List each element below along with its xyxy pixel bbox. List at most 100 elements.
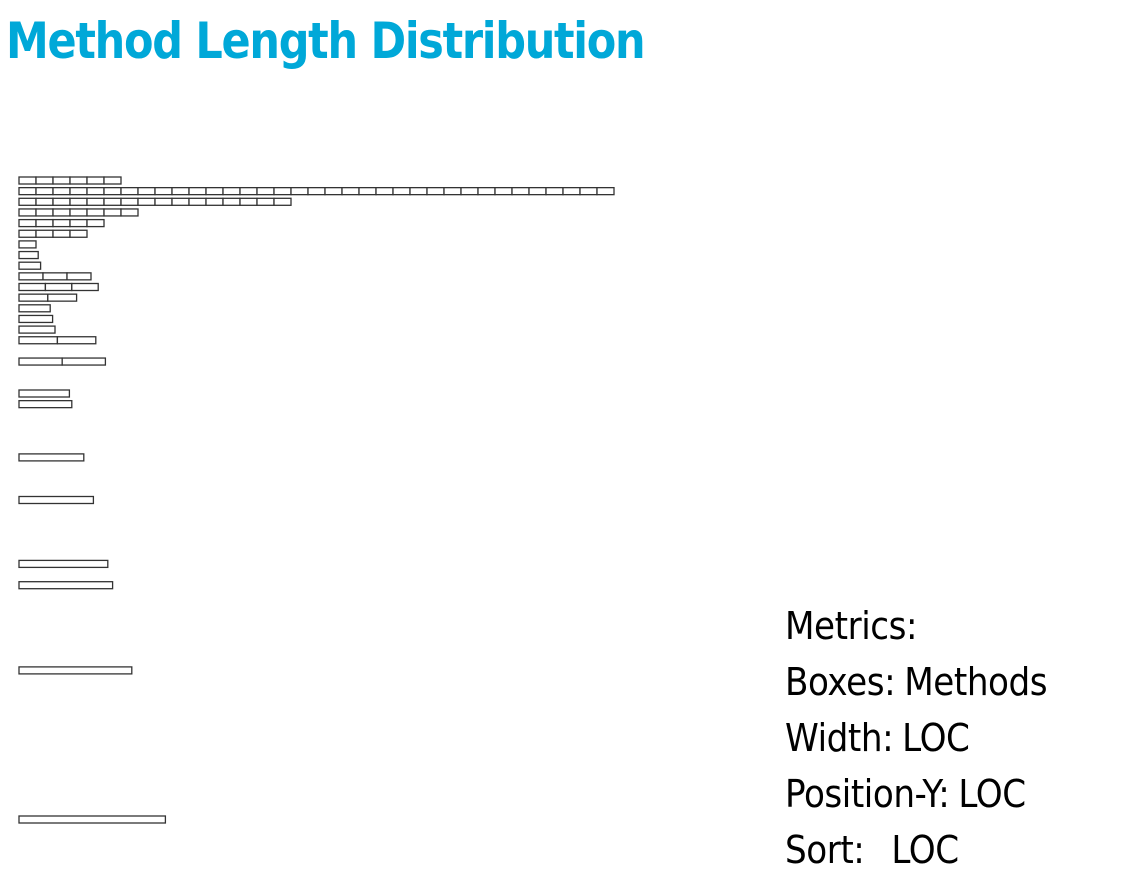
method-box xyxy=(18,453,85,462)
legend-value: LOC xyxy=(902,716,970,760)
method-box xyxy=(18,325,56,334)
method-box xyxy=(18,218,37,228)
method-box xyxy=(18,186,37,196)
method-box xyxy=(154,186,173,196)
method-box xyxy=(392,186,411,196)
method-box xyxy=(18,240,37,249)
legend-row-width: Width: LOC xyxy=(785,710,1047,766)
page-title: Method Length Distribution xyxy=(6,12,646,70)
method-box xyxy=(69,186,88,196)
method-box xyxy=(56,336,97,345)
method-box xyxy=(273,197,292,206)
method-box xyxy=(69,218,88,228)
method-box xyxy=(239,186,258,196)
method-box xyxy=(171,197,190,206)
method-box xyxy=(35,186,54,196)
method-box xyxy=(69,229,88,238)
method-box xyxy=(44,282,73,292)
legend-value: LOC xyxy=(958,772,1026,816)
method-box xyxy=(290,186,309,196)
legend-value: LOC xyxy=(891,828,959,872)
method-box xyxy=(103,197,122,206)
method-box xyxy=(18,314,54,324)
method-box xyxy=(52,176,71,185)
method-box xyxy=(477,186,496,196)
method-box xyxy=(188,186,207,196)
method-box xyxy=(66,272,92,281)
method-box xyxy=(18,293,49,302)
method-box xyxy=(18,495,95,505)
method-box xyxy=(18,229,37,238)
method-box xyxy=(52,186,71,196)
method-box xyxy=(18,250,39,260)
method-box xyxy=(52,208,71,217)
method-box xyxy=(18,357,63,366)
method-box xyxy=(528,186,547,196)
legend-row-sort: Sort: LOC xyxy=(785,822,1047,878)
method-box xyxy=(103,176,122,185)
legend-key: Boxes: xyxy=(785,660,896,704)
method-box xyxy=(86,186,105,196)
method-box xyxy=(69,176,88,185)
method-box xyxy=(86,197,105,206)
method-box xyxy=(86,176,105,185)
method-box xyxy=(120,186,139,196)
method-box xyxy=(18,559,109,569)
method-box xyxy=(273,186,292,196)
method-box xyxy=(137,197,156,206)
method-box xyxy=(103,186,122,196)
method-box xyxy=(35,229,54,238)
method-box xyxy=(18,304,51,313)
method-box xyxy=(562,186,581,196)
method-box xyxy=(18,282,47,292)
metrics-legend: Metrics: Boxes: Methods Width: LOC Positio… xyxy=(785,598,1076,878)
method-box xyxy=(52,218,71,228)
method-box xyxy=(103,208,122,217)
method-box xyxy=(18,399,73,409)
method-box xyxy=(18,261,42,270)
method-box xyxy=(375,186,394,196)
method-box xyxy=(52,229,71,238)
method-box xyxy=(18,336,59,345)
method-box xyxy=(307,186,326,196)
method-box xyxy=(35,208,54,217)
method-box xyxy=(443,186,462,196)
method-box xyxy=(71,282,99,292)
method-box xyxy=(341,186,360,196)
legend-key: Position-Y: xyxy=(785,772,950,816)
legend-row-position-y: Position-Y: LOC xyxy=(785,766,1047,822)
method-box xyxy=(47,293,78,302)
method-box xyxy=(61,357,107,366)
method-box xyxy=(18,815,167,824)
method-box xyxy=(69,197,88,206)
method-box xyxy=(120,197,139,206)
legend-row-boxes: Boxes: Methods xyxy=(785,654,1048,710)
method-box xyxy=(596,186,615,196)
method-box xyxy=(120,208,139,217)
method-box xyxy=(358,186,377,196)
method-box xyxy=(222,186,241,196)
method-box xyxy=(18,197,37,206)
legend-key: Width: xyxy=(785,716,894,760)
method-box xyxy=(86,208,105,217)
method-box xyxy=(42,272,68,281)
method-box xyxy=(205,186,224,196)
method-box xyxy=(511,186,530,196)
method-box xyxy=(222,197,241,206)
method-length-chart xyxy=(18,176,615,824)
method-box xyxy=(171,186,190,196)
method-box xyxy=(18,581,114,590)
method-box xyxy=(188,197,207,206)
method-box xyxy=(324,186,343,196)
method-box xyxy=(409,186,428,196)
method-box xyxy=(86,218,105,228)
legend-heading: Metrics: xyxy=(785,604,918,648)
method-box xyxy=(205,197,224,206)
method-box xyxy=(18,272,44,281)
method-box xyxy=(154,197,173,206)
method-box xyxy=(460,186,479,196)
method-box xyxy=(52,197,71,206)
method-box xyxy=(494,186,513,196)
method-box xyxy=(239,197,258,206)
method-box xyxy=(18,389,71,398)
